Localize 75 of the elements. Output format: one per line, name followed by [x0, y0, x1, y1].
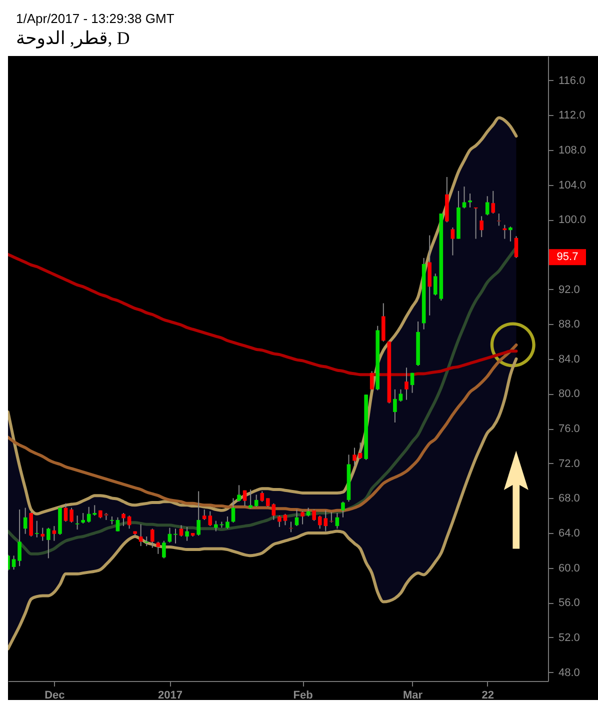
- candlestick: [122, 512, 126, 527]
- candlestick: [40, 527, 45, 542]
- candlestick: [283, 513, 288, 526]
- x-tick-label: Feb: [293, 690, 314, 702]
- candlestick: [260, 490, 264, 502]
- y-tick-label: 52.0: [558, 632, 580, 644]
- candlestick: [150, 528, 154, 548]
- y-tick-label: 100.0: [558, 214, 586, 226]
- y-tick-label: 56.0: [558, 597, 580, 610]
- candlestick: [34, 520, 39, 538]
- candlestick: [254, 494, 258, 508]
- candlestick: [278, 515, 282, 528]
- candlestick: [196, 490, 200, 536]
- candlestick: [370, 370, 374, 391]
- candlestick: [226, 516, 230, 530]
- chart-title: قطر, الدوحة, D: [16, 28, 130, 49]
- text: 1/Apr/2017 - 13:29:38 GMT: [16, 11, 174, 26]
- candlestick: [46, 527, 50, 559]
- candlestick: [474, 206, 478, 240]
- line-series: [8, 357, 518, 650]
- y-tick-label: 116.0: [558, 74, 586, 87]
- candlestick: [52, 526, 56, 542]
- candlestick: [64, 502, 68, 522]
- y-tick-label: 72.0: [558, 458, 580, 470]
- candlestick: [410, 372, 414, 394]
- candlestick: [214, 520, 218, 532]
- y-tick-label: 76.0: [558, 423, 580, 436]
- y-tick-label: 108.0: [558, 144, 586, 157]
- candlestick: [179, 524, 184, 537]
- x-tick-label: Mar: [402, 690, 424, 702]
- x-tick-label: Dec: [44, 690, 65, 702]
- candlestick: [248, 488, 252, 510]
- x-tick-label: 2017: [158, 690, 182, 702]
- candlestick: [404, 367, 408, 400]
- candlestick: [491, 190, 496, 214]
- y-tick-label: 80.0: [558, 388, 580, 400]
- candlestick: [81, 512, 85, 524]
- candlestick: [144, 536, 149, 547]
- candlestick: [12, 555, 16, 570]
- candlestick: [352, 447, 356, 466]
- candlestick: [18, 509, 22, 567]
- y-tick-label: 92.0: [558, 284, 580, 296]
- y-tick-label: 104.0: [558, 179, 586, 192]
- y-tick-label: 88.0: [558, 318, 580, 331]
- candlestick: [514, 236, 518, 258]
- candlestick: [398, 388, 403, 402]
- candlestick: [341, 501, 345, 518]
- candlestick: [156, 541, 160, 554]
- text: 95.7: [556, 251, 578, 264]
- candlestick: [508, 226, 512, 242]
- y-tick-label: 60.0: [558, 562, 580, 574]
- candlestick: [237, 484, 241, 502]
- candlestick: [70, 507, 74, 524]
- x-tick-label: 22: [482, 690, 494, 702]
- candlestick: [497, 213, 501, 226]
- candlestick: [29, 512, 34, 537]
- candlestick: [485, 196, 490, 216]
- candlestick: [462, 186, 466, 209]
- candlestick: [300, 510, 304, 525]
- candlestick: [75, 515, 80, 530]
- candlestick: [450, 226, 455, 256]
- candlestick: [162, 540, 166, 559]
- candlestick: [242, 490, 247, 507]
- y-tick-label: 112.0: [558, 110, 586, 122]
- candlestick: [185, 526, 189, 542]
- y-tick-label: 48.0: [558, 666, 580, 679]
- y-tick-label: 64.0: [558, 528, 580, 540]
- candlestick: [480, 216, 484, 238]
- y-tick-label: 84.0: [558, 353, 580, 366]
- candlestick: [393, 388, 397, 423]
- candlestick: [110, 516, 114, 525]
- candlestick: [116, 516, 120, 532]
- y-tick-label: 68.0: [558, 492, 580, 505]
- candlestick: [174, 528, 178, 544]
- candlestick: [312, 509, 316, 522]
